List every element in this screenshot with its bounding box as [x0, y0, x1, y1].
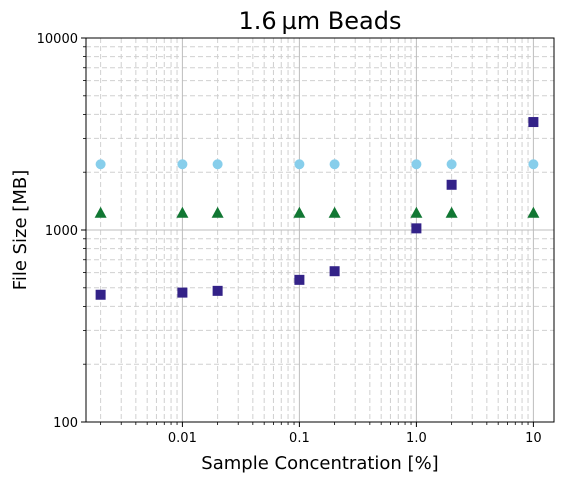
x-tick-label: 10: [525, 431, 542, 446]
data-point-square: [212, 285, 223, 296]
y-tick-label: 1000: [45, 224, 78, 239]
data-point-triangle: [293, 206, 306, 218]
data-point-circle: [212, 159, 223, 170]
data-point-triangle: [328, 206, 341, 218]
data-point-triangle: [211, 206, 224, 218]
chart-title: 1.6 µm Beads: [239, 7, 402, 35]
plot-frame: [85, 37, 555, 423]
data-point-circle: [446, 159, 457, 170]
axis-ticks: 0.01 0.1 1.0 10 100 1000 10000: [37, 32, 542, 446]
y-axis-label: File Size [MB]: [10, 170, 31, 290]
y-tick-label: 10000: [37, 32, 78, 47]
data-point-square: [329, 266, 340, 277]
data-point-circle: [95, 159, 106, 170]
data-point-square: [95, 289, 106, 300]
data-point-circle: [528, 159, 539, 170]
data-point-circle: [177, 159, 188, 170]
data-point-circle: [329, 159, 340, 170]
x-axis-label: Sample Concentration [%]: [201, 453, 438, 474]
x-tick-label: 0.01: [168, 431, 197, 446]
data-point-triangle: [445, 206, 458, 218]
data-point-triangle: [176, 206, 189, 218]
data-point-square: [177, 287, 188, 298]
data-point-circle: [294, 159, 305, 170]
x-tick-label: 1.0: [406, 431, 427, 446]
data-point-circle: [411, 159, 422, 170]
grid-lines: [86, 38, 554, 422]
data-point-square: [294, 274, 305, 285]
data-point-square: [446, 179, 457, 190]
data-point-square: [528, 117, 539, 128]
y-tick-label: 100: [53, 416, 78, 431]
data-point-triangle: [94, 206, 107, 218]
data-point-square: [411, 223, 422, 234]
x-tick-label: 0.1: [289, 431, 310, 446]
data-points: [94, 117, 540, 300]
data-point-triangle: [527, 206, 540, 218]
data-point-triangle: [410, 206, 423, 218]
